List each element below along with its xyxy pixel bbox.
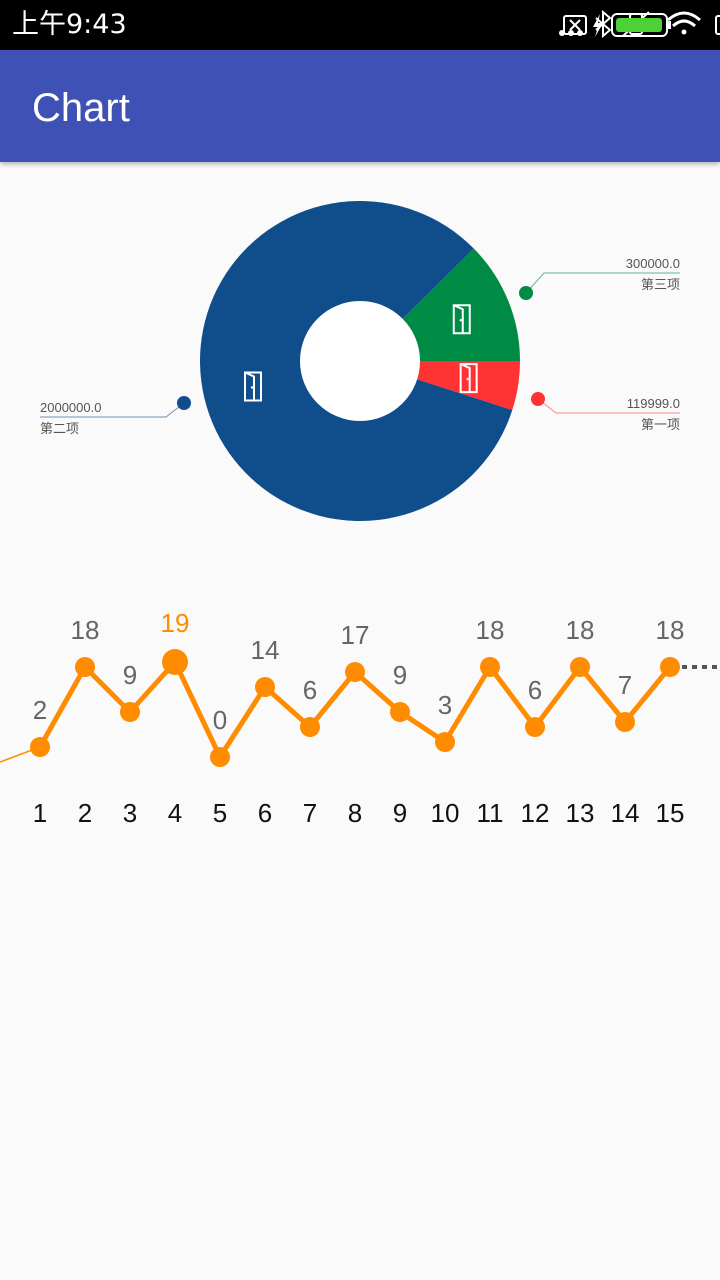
x-tick-label: 13: [566, 798, 595, 828]
line-point[interactable]: [570, 657, 590, 677]
x-tick-label: 2: [78, 798, 92, 828]
line-chart[interactable]: 2 1 18 2 9 3 19 4 0 5 14 6 6 7 17 8 9 9 3 10 18 11 6 12 18 13 7 14 1…: [0, 608, 720, 828]
data-label: 18: [656, 615, 685, 645]
line-point[interactable]: [435, 732, 455, 752]
line-point[interactable]: [120, 702, 140, 722]
line-point[interactable]: [300, 717, 320, 737]
callout-value: 119999.0: [627, 396, 680, 411]
callout-line: [537, 398, 680, 414]
x-tick-label: 3: [123, 798, 137, 828]
wifi-icon: [667, 11, 701, 35]
bluetooth-icon: [595, 9, 612, 39]
data-label: 18: [476, 615, 505, 645]
callout-name: 第三项: [641, 277, 680, 292]
door-icon: [452, 304, 471, 335]
data-label: 6: [303, 675, 317, 705]
data-label: 18: [566, 615, 595, 645]
data-label: 7: [618, 670, 632, 700]
donut-hole: [300, 301, 420, 421]
x-tick-label: 6: [258, 798, 272, 828]
status-icons-right: [563, 13, 671, 37]
callout-value: 2000000.0: [40, 400, 101, 415]
line-point[interactable]: [345, 662, 365, 682]
x-tick-label: 15: [656, 798, 685, 828]
data-label: 3: [438, 690, 452, 720]
line-point[interactable]: [615, 712, 635, 732]
door-icon: [459, 363, 478, 394]
line-point[interactable]: [660, 657, 680, 677]
line-point[interactable]: [30, 737, 50, 757]
data-label: 14: [251, 635, 280, 665]
donut-chart[interactable]: 119999.0 第一项 2000000.0 第二项 300000.0 第三项: [40, 201, 680, 521]
x-tick-label: 1: [33, 798, 47, 828]
callout-line: [525, 272, 680, 294]
data-label: 9: [393, 660, 407, 690]
data-label: 9: [123, 660, 137, 690]
sim-x-icon: [563, 15, 587, 35]
callout-line: [40, 402, 185, 418]
sim-x-icon: [715, 15, 720, 35]
callout-value: 300000.0: [626, 256, 680, 271]
callout-name: 第一项: [641, 417, 680, 432]
data-label: 18: [71, 615, 100, 645]
line-point[interactable]: [210, 747, 230, 767]
line-point[interactable]: [75, 657, 95, 677]
callout-name: 第二项: [40, 421, 79, 436]
data-label: 0: [213, 705, 227, 735]
app-title: Chart: [32, 86, 130, 130]
x-tick-label: 11: [477, 798, 504, 828]
line-point[interactable]: [162, 649, 188, 675]
door-icon: [243, 371, 262, 402]
charging-icon: [593, 14, 603, 37]
data-label: 17: [341, 620, 370, 650]
status-time: 上午9:43: [12, 9, 127, 40]
x-tick-label: 12: [521, 798, 550, 828]
x-tick-label: 14: [611, 798, 640, 828]
data-label: 6: [528, 675, 542, 705]
line-point[interactable]: [390, 702, 410, 722]
x-tick-label: 10: [431, 798, 460, 828]
status-bar: 上午9:43: [0, 0, 720, 50]
x-tick-label: 8: [348, 798, 362, 828]
x-tick-label: 5: [213, 798, 227, 828]
line-point[interactable]: [255, 677, 275, 697]
line-point[interactable]: [480, 657, 500, 677]
battery-icon: [611, 13, 671, 37]
data-label: 2: [33, 695, 47, 725]
line-point[interactable]: [525, 717, 545, 737]
x-tick-label: 4: [168, 798, 182, 828]
app-bar: Chart: [0, 50, 720, 162]
x-tick-label: 9: [393, 798, 407, 828]
data-label: 19: [161, 608, 190, 638]
x-tick-label: 7: [303, 798, 317, 828]
